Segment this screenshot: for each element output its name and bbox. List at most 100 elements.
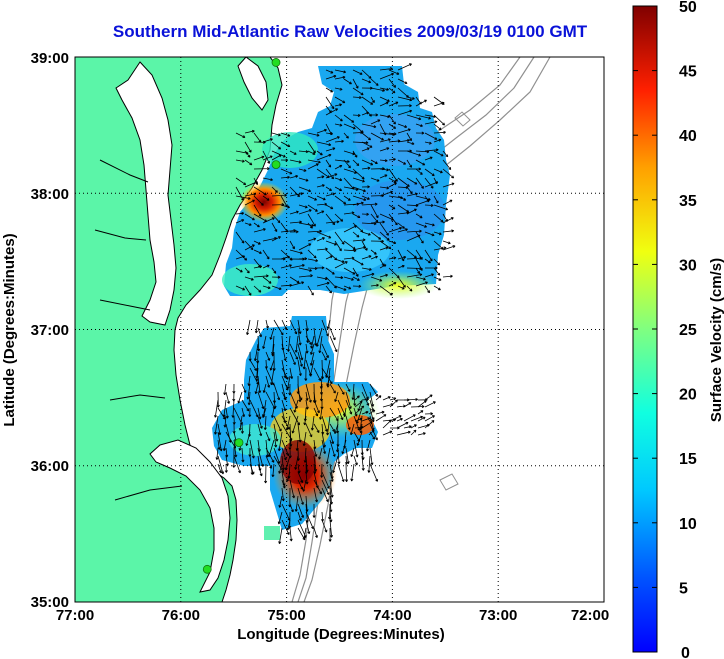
velocity-arrow [343,240,356,250]
velocity-arrow [433,114,445,126]
velocity-arrow [309,359,315,377]
velocity-arrow [379,159,388,163]
velocity-arrow [361,111,370,116]
velocity-arrow [410,415,424,422]
river-line [109,394,166,401]
velocity-arrow [406,273,423,278]
velocity-arrow [354,395,360,401]
velocity-arrow [325,267,335,275]
velocity-arrow [313,367,321,382]
velocity-arrow [433,101,445,107]
velocity-arrow [403,425,412,429]
velocity-arrow [271,141,282,150]
velocity-arrow [313,407,319,417]
velocity-arrow [406,150,421,157]
velocity-arrow [289,319,298,335]
velocity-arrow [305,423,313,438]
velocity-arrow [379,285,393,296]
velocity-arrow [320,463,324,478]
velocity-arrow [329,335,338,353]
velocity-arrow [379,67,393,71]
velocity-arrow [389,397,397,401]
y-tick-label: 39:00 [31,50,69,67]
velocity-arrow [424,394,433,401]
velocity-arrow [307,150,316,155]
velocity-arrow [397,138,410,143]
velocity-arrow [334,391,339,402]
velocity-arrow [334,103,342,107]
velocity-arrow [316,231,332,239]
velocity-arrow [318,447,323,460]
velocity-arrow [343,276,354,281]
velocity-arrow [249,439,255,459]
velocity-arrow [334,87,343,91]
velocity-arrow [262,335,267,349]
velocity-arrow [415,222,428,228]
velocity-arrow [298,267,312,272]
velocity-arrow [235,267,243,273]
velocity-arrow [278,527,283,544]
velocity-arrow [406,141,415,145]
velocity-arrow [278,495,283,508]
velocity-arrow [313,439,317,450]
velocity-arrow [244,181,258,188]
velocity-arrow [396,417,403,422]
velocity-arrow [361,231,371,236]
velocity-arrow [397,285,405,290]
velocity-arrow [312,503,316,518]
velocity-arrow [215,447,219,460]
velocity-arrow [257,335,261,352]
velocity-arrow [298,243,312,251]
velocity-arrow [289,527,293,542]
velocity-arrow [307,222,313,229]
velocity-arrow [424,141,432,145]
velocity-arrow [313,423,320,433]
velocity-arrow [271,132,281,137]
velocity-arrow [307,159,321,164]
velocity-arrow [406,159,412,168]
velocity-arrow [379,174,388,179]
velocity-arrow [433,130,446,134]
velocity-arrow [337,407,344,421]
velocity-arrow [262,138,273,143]
velocity-arrow [316,195,326,201]
velocity-arrow [415,159,426,166]
velocity-arrow [329,439,336,457]
velocity-arrow [316,175,325,179]
velocity-arrow [370,96,375,104]
velocity-arrow [321,471,330,489]
velocity-arrow [433,213,444,223]
velocity-arrow [307,229,322,233]
velocity-arrow [442,182,455,188]
velocity-arrow [294,495,299,512]
velocity-arrow [325,447,331,465]
river-line [99,159,149,183]
velocity-arrow [273,383,281,401]
plot-frame [74,56,605,603]
velocity-arrow [262,217,275,224]
velocity-arrow [397,228,408,233]
velocity-arrow [442,240,451,245]
velocity-arrow [410,429,417,436]
velocity-arrow [289,367,294,379]
velocity-arrow [305,335,312,345]
velocity-arrow [281,447,287,461]
velocity-arrow [352,95,362,99]
velocity-arrow [406,285,413,292]
velocity-arrow [406,266,423,270]
map-title: Southern Mid-Atlantic Raw Velocities 200… [112,22,588,41]
velocity-arrow [354,417,363,422]
velocity-arrow [417,410,424,415]
velocity-arrow [291,415,299,434]
velocity-arrow [262,195,270,201]
velocity-arrow [379,114,390,119]
velocity-arrow [356,431,363,446]
velocity-arrow [305,383,312,403]
velocity-arrow [307,163,319,170]
velocity-arrow [325,240,337,246]
velocity-arrow [388,177,397,183]
velocity-arrow [298,274,313,278]
velocity-arrow [257,375,262,394]
velocity-arrow [334,96,346,104]
velocity-arrow [289,407,300,426]
